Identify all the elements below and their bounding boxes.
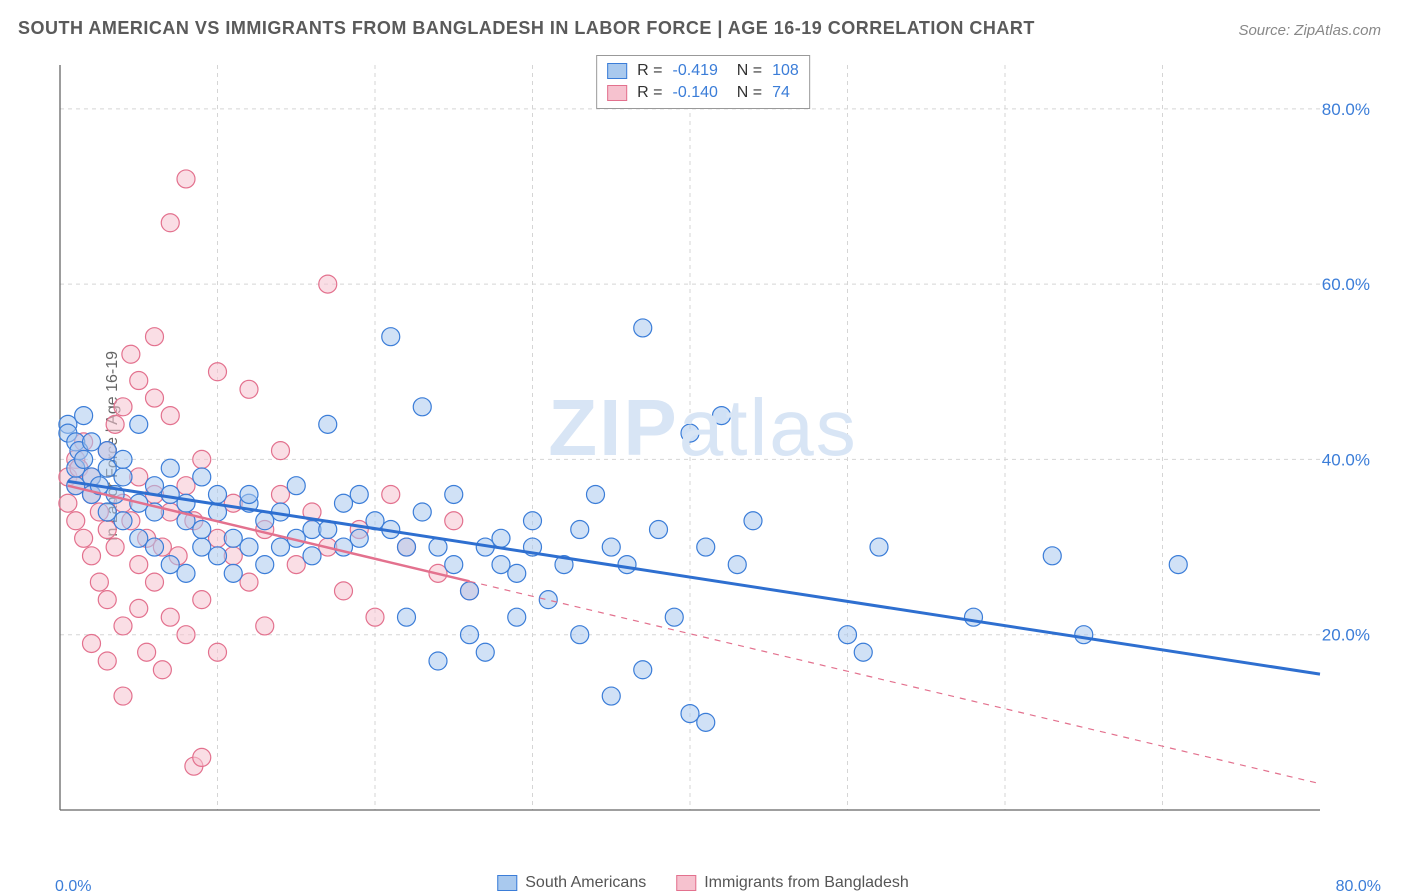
scatter-svg: 20.0% 40.0% 60.0% 80.0% (55, 55, 1380, 840)
legend-swatch-icon (497, 875, 517, 891)
svg-text:20.0%: 20.0% (1322, 626, 1370, 645)
legend-label-0: South Americans (525, 874, 646, 892)
legend-item-0: South Americans (497, 874, 646, 892)
n-value-1: 74 (772, 82, 790, 104)
series-legend: South Americans Immigrants from Banglade… (497, 874, 908, 892)
n-label: N = (728, 60, 762, 82)
legend-item-1: Immigrants from Bangladesh (676, 874, 909, 892)
legend-label-1: Immigrants from Bangladesh (704, 874, 909, 892)
svg-text:40.0%: 40.0% (1322, 450, 1370, 469)
r-label: R = (637, 82, 662, 104)
x-axis-max: 80.0% (1336, 878, 1381, 896)
plot-area: 20.0% 40.0% 60.0% 80.0% (55, 55, 1380, 840)
legend-row-0: R = -0.419 N = 108 (607, 60, 799, 82)
correlation-legend: R = -0.419 N = 108 R = -0.140 N = 74 (596, 55, 810, 109)
source-label: Source: ZipAtlas.com (1238, 22, 1381, 39)
svg-text:80.0%: 80.0% (1322, 100, 1370, 119)
n-label: N = (728, 82, 762, 104)
x-axis-min: 0.0% (55, 878, 91, 896)
legend-swatch-0 (607, 63, 627, 79)
n-value-0: 108 (772, 60, 799, 82)
legend-row-1: R = -0.140 N = 74 (607, 82, 799, 104)
chart-title: SOUTH AMERICAN VS IMMIGRANTS FROM BANGLA… (18, 18, 1035, 39)
svg-text:60.0%: 60.0% (1322, 275, 1370, 294)
chart-container: SOUTH AMERICAN VS IMMIGRANTS FROM BANGLA… (0, 0, 1406, 892)
legend-swatch-1 (607, 85, 627, 101)
legend-swatch-icon (676, 875, 696, 891)
r-label: R = (637, 60, 662, 82)
r-value-1: -0.140 (673, 82, 718, 104)
r-value-0: -0.419 (673, 60, 718, 82)
